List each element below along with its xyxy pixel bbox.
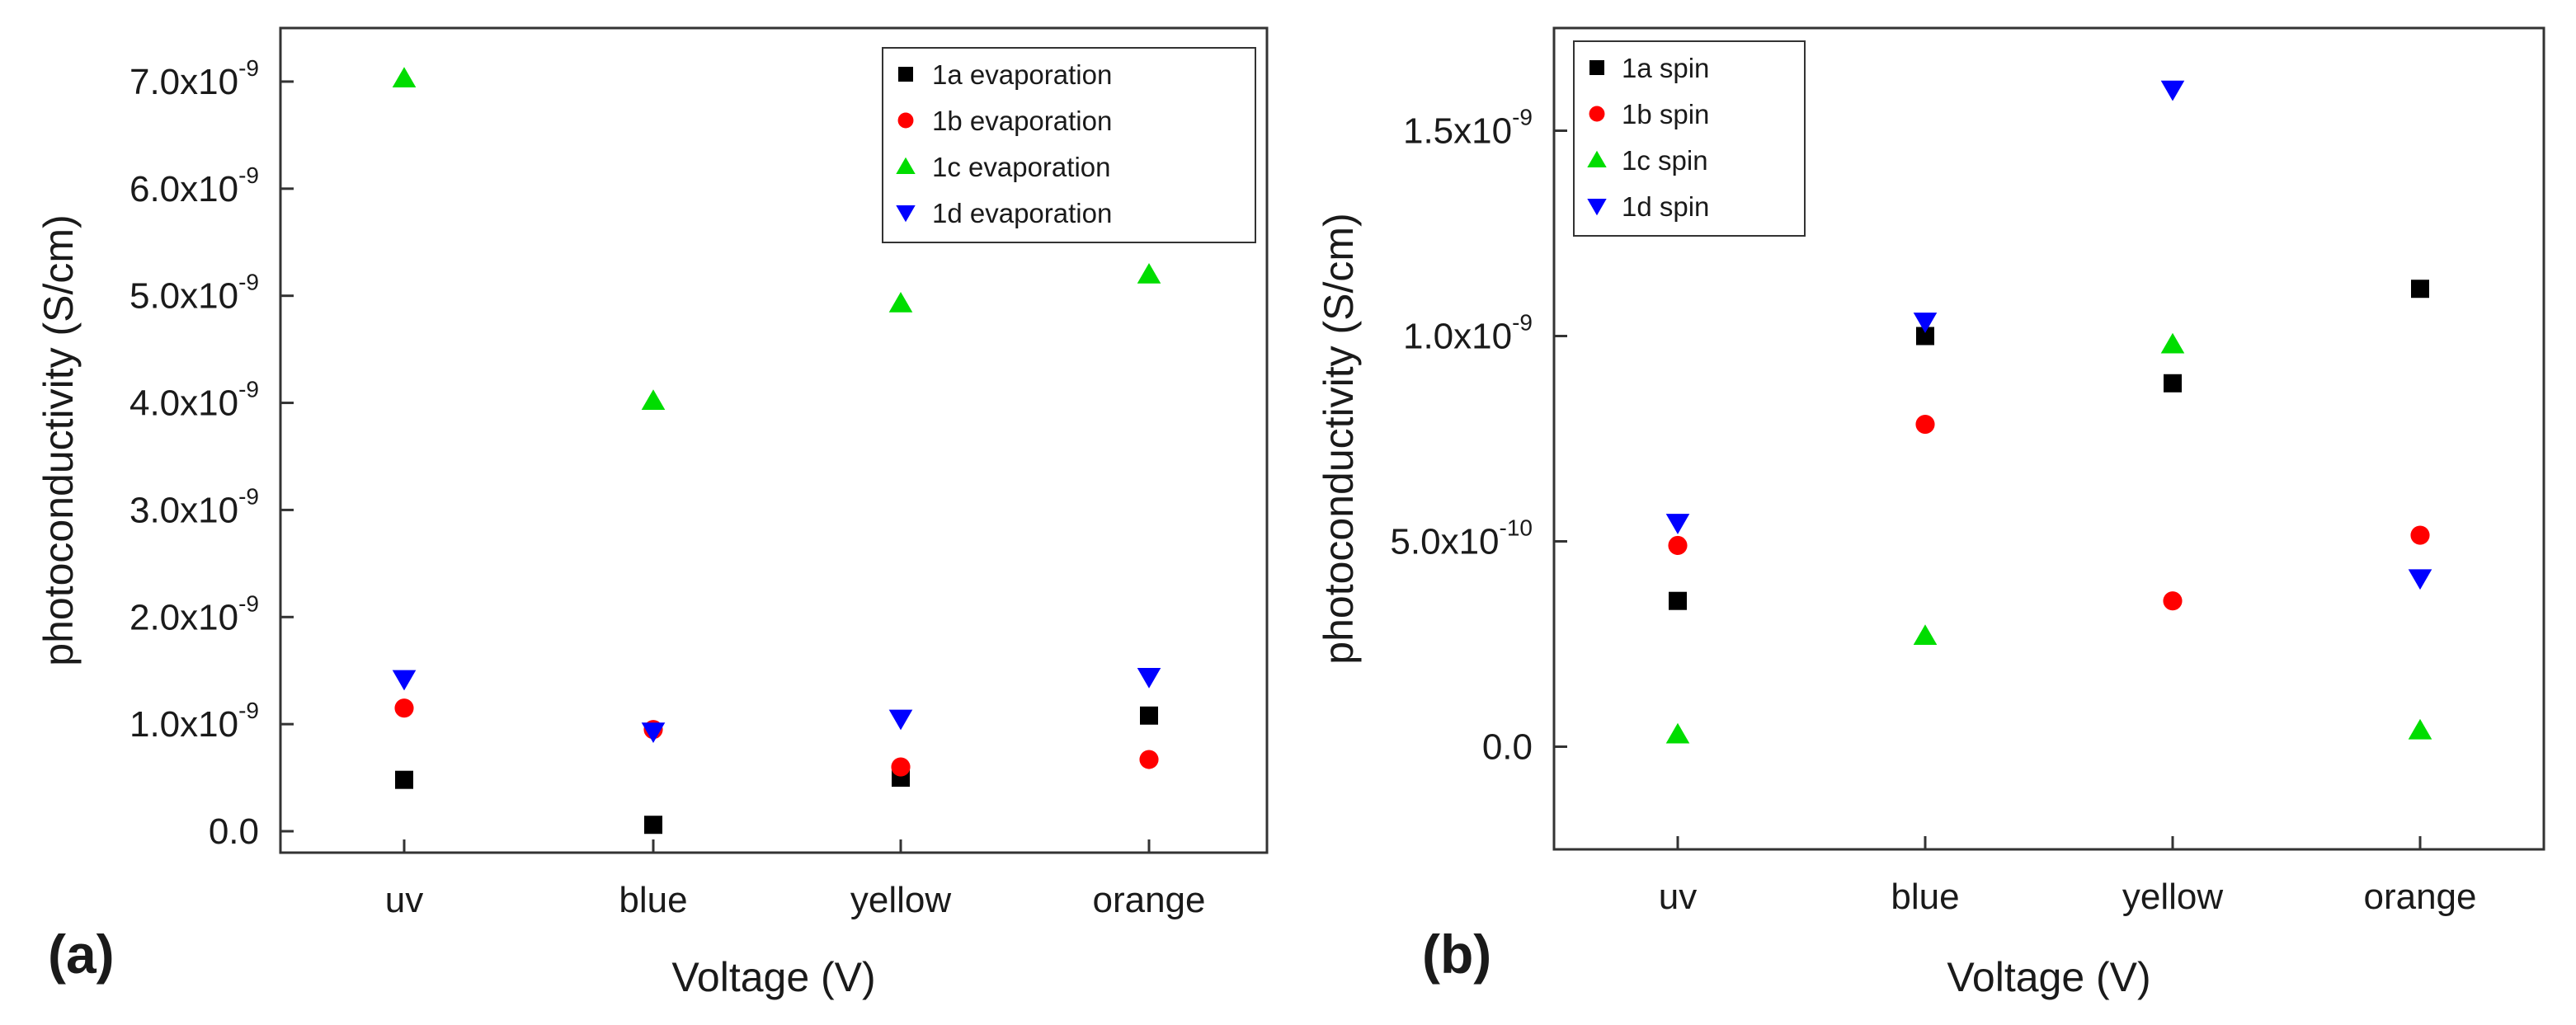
- data-point-circle: [1668, 535, 1688, 556]
- chart-panel-a: 0.0 1.0x10-9 2.0x10-9 3.0x10-9 4.0x10-9 5.0x1…: [35, 26, 1269, 1000]
- legend-label: 1a evaporation: [932, 59, 1112, 90]
- data-point-triangle-down: [2408, 569, 2432, 590]
- x-tick-label: orange: [2363, 877, 2476, 917]
- legend-box-a: [882, 47, 1256, 243]
- y-axis-title-b: photoconductivity (S/cm): [1316, 213, 1362, 664]
- y-ticks-b: 0.0 5.0x10-10 1.0x10-9 1.5x10-9: [1390, 105, 1567, 768]
- data-point-triangle-up: [2160, 332, 2185, 354]
- y-tick-label: 0.0: [209, 811, 259, 852]
- data-point-triangle-up: [888, 292, 913, 313]
- y-tick-label: 5.0x10-9: [130, 270, 259, 317]
- data-point-triangle-up: [641, 389, 666, 410]
- y-tick-label: 2.0x10-9: [130, 590, 259, 637]
- panel-label-a: (a): [48, 924, 115, 985]
- data-point-triangle-down: [1665, 514, 1690, 534]
- legend-marker-circle: [1589, 106, 1605, 122]
- data-point-square: [1916, 327, 1934, 346]
- x-tick-label: orange: [1092, 880, 1205, 920]
- legend-a: 1a evaporation 1b evaporation 1c evaporati…: [882, 47, 1256, 243]
- legend-marker-triangle-down: [896, 205, 916, 223]
- data-point-triangle-up: [1913, 624, 1938, 646]
- data-point-triangle-down: [1913, 313, 1938, 333]
- data-points-a: [392, 67, 1161, 835]
- legend-label: 1c evaporation: [932, 152, 1110, 182]
- legend-label: 1d evaporation: [932, 198, 1112, 228]
- data-point-square: [1669, 591, 1687, 610]
- x-tick-label: blue: [1891, 877, 1959, 917]
- legend-marker-triangle-down: [1587, 199, 1607, 216]
- legend-b: 1a spin 1b spin 1c spin 1d spin: [1573, 40, 1806, 237]
- data-point-square: [2411, 280, 2429, 299]
- data-point-triangle-down: [2160, 80, 2185, 101]
- y-ticks-a: 0.0 1.0x10-9 2.0x10-9 3.0x10-9 4.0x10-9 5.0x1…: [130, 55, 294, 852]
- legend-box-b: [1573, 40, 1806, 237]
- plot-frame-a: [279, 26, 1269, 854]
- data-point-circle: [1139, 750, 1159, 769]
- x-axis-title-a: Voltage (V): [671, 954, 875, 1000]
- legend-marker-circle: [897, 112, 914, 129]
- y-tick-label: 5.0x10-10: [1390, 515, 1533, 562]
- data-point-triangle-up: [1137, 262, 1161, 284]
- x-tick-label: yellow: [850, 880, 951, 920]
- data-point-triangle-up: [392, 67, 417, 88]
- y-tick-label: 1.0x10-9: [130, 698, 259, 745]
- legend-marker-square: [898, 67, 913, 82]
- legend-label: 1c spin: [1622, 145, 1708, 176]
- data-point-square: [395, 770, 413, 789]
- y-tick-label: 7.0x10-9: [130, 55, 259, 102]
- data-point-triangle-down: [392, 670, 417, 691]
- x-tick-label: uv: [385, 880, 423, 920]
- legend-marker-square: [1589, 60, 1604, 75]
- x-tick-label: uv: [1659, 877, 1697, 917]
- y-tick-label: 6.0x10-9: [130, 162, 259, 209]
- data-point-circle: [1915, 415, 1935, 435]
- data-point-triangle-up: [2408, 718, 2432, 740]
- y-axis-title-a: photoconductivity (S/cm): [35, 214, 82, 665]
- data-points-b: [1665, 80, 2432, 744]
- y-tick-label: 1.0x10-9: [1403, 310, 1533, 357]
- data-point-triangle-down: [641, 722, 666, 743]
- x-categories-b: uv blue yellow orange: [1659, 836, 2477, 917]
- x-tick-label: blue: [619, 880, 687, 920]
- data-point-circle: [394, 698, 414, 718]
- x-axis-title-b: Voltage (V): [1947, 954, 2150, 1000]
- chart-panel-b: 0.0 5.0x10-10 1.0x10-9 1.5x10-9 uv blue yello…: [1316, 26, 2545, 1000]
- data-point-triangle-up: [1665, 722, 1690, 744]
- legend-marker-triangle-up: [896, 157, 916, 174]
- data-point-square: [2164, 374, 2182, 393]
- data-point-triangle-down: [1137, 668, 1161, 689]
- data-point-circle: [2163, 591, 2183, 611]
- x-categories-a: uv blue yellow orange: [385, 839, 1206, 920]
- y-tick-label: 3.0x10-9: [130, 483, 259, 530]
- legend-label: 1a spin: [1622, 53, 1709, 83]
- plot-frame-b: [1552, 26, 2545, 851]
- legend-label: 1d spin: [1622, 191, 1709, 222]
- data-point-square: [644, 816, 662, 835]
- legend-label: 1b evaporation: [932, 106, 1112, 136]
- data-point-square: [1140, 706, 1158, 725]
- legend-marker-triangle-up: [1587, 150, 1607, 167]
- y-tick-label: 0.0: [1482, 727, 1533, 768]
- x-tick-label: yellow: [2122, 877, 2223, 917]
- y-tick-label: 4.0x10-9: [130, 377, 259, 424]
- panel-label-b: (b): [1422, 924, 1491, 985]
- data-point-triangle-down: [888, 709, 913, 731]
- data-point-circle: [891, 757, 911, 777]
- legend-label: 1b spin: [1622, 99, 1709, 129]
- y-tick-label: 1.5x10-9: [1403, 105, 1533, 152]
- data-point-circle: [2410, 525, 2430, 545]
